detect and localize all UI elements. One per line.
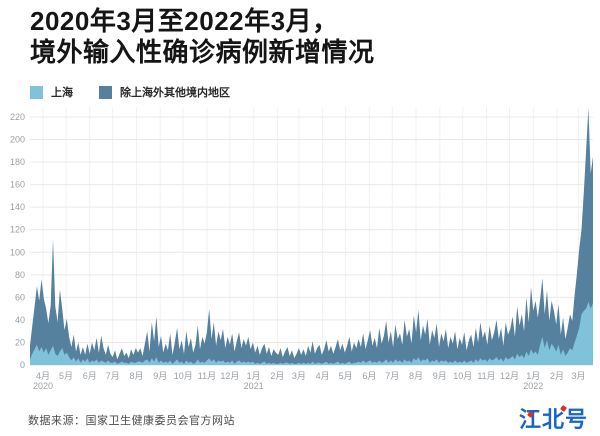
x-tick-label: 3月	[292, 371, 306, 381]
chart-legend: 上海 除上海外其他境内地区	[30, 84, 230, 100]
jiangbeihao-logo: 江北号	[519, 402, 588, 434]
x-tick-year-label: 2022	[523, 381, 543, 390]
y-tick-label: 220	[10, 112, 25, 122]
x-tick-label: 11月	[198, 371, 216, 381]
x-tick-label: 7月	[106, 371, 120, 381]
y-tick-label: 100	[10, 247, 25, 257]
y-tick-label: 0	[20, 360, 25, 370]
legend-label-other-regions: 除上海外其他境内地区	[120, 87, 230, 99]
x-tick-label: 12月	[220, 371, 239, 381]
area-shanghai	[30, 301, 593, 365]
x-tick-label: 6月	[83, 371, 97, 381]
x-tick-label: 1月	[526, 371, 540, 381]
title-line-2: 境外输入性确诊病例新增情况	[30, 37, 375, 67]
x-tick-year-label: 2021	[244, 381, 264, 390]
x-tick-label: 9月	[433, 371, 447, 381]
x-tick-label: 7月	[385, 371, 399, 381]
y-tick-label: 160	[10, 180, 25, 190]
y-tick-label: 60	[15, 292, 25, 302]
y-tick-label: 200	[10, 135, 25, 145]
y-tick-label: 180	[10, 157, 25, 167]
x-tick-label: 8月	[129, 371, 143, 381]
title-line-1: 2020年3月至2022年3月，	[30, 6, 339, 36]
y-tick-label: 40	[15, 315, 25, 325]
legend-swatch-other-regions	[99, 85, 112, 99]
x-tick-label: 4月	[36, 371, 50, 381]
legend-label-shanghai: 上海	[51, 87, 73, 99]
x-tick-label: 1月	[247, 371, 261, 381]
x-tick-label: 8月	[409, 371, 423, 381]
x-tick-label: 4月	[316, 371, 330, 381]
x-tick-label: 5月	[339, 371, 353, 381]
x-tick-year-label: 2020	[33, 381, 53, 390]
legend-item-shanghai: 上海	[30, 84, 73, 100]
x-tick-label: 6月	[362, 371, 376, 381]
legend-item-other-regions: 除上海外其他境内地区	[99, 84, 230, 100]
data-source-text: 数据来源：国家卫生健康委员会官方网站	[28, 415, 235, 427]
x-tick-label: 11月	[477, 371, 495, 381]
area-other-regions	[30, 108, 593, 365]
x-tick-label: 2月	[550, 371, 564, 381]
y-tick-label: 20	[15, 337, 25, 347]
y-tick-label: 80	[15, 270, 25, 280]
x-tick-label: 2月	[270, 371, 284, 381]
x-tick-label: 5月	[59, 371, 73, 381]
x-tick-label: 3月	[571, 371, 585, 381]
y-tick-label: 140	[10, 202, 25, 212]
x-tick-label: 10月	[453, 371, 472, 381]
legend-swatch-shanghai	[30, 85, 43, 99]
x-tick-label: 12月	[500, 371, 519, 381]
x-tick-label: 9月	[153, 371, 167, 381]
y-tick-label: 120	[10, 225, 25, 235]
x-tick-label: 10月	[174, 371, 193, 381]
page-title: 2020年3月至2022年3月， 境外输入性确诊病例新增情况	[30, 6, 590, 68]
